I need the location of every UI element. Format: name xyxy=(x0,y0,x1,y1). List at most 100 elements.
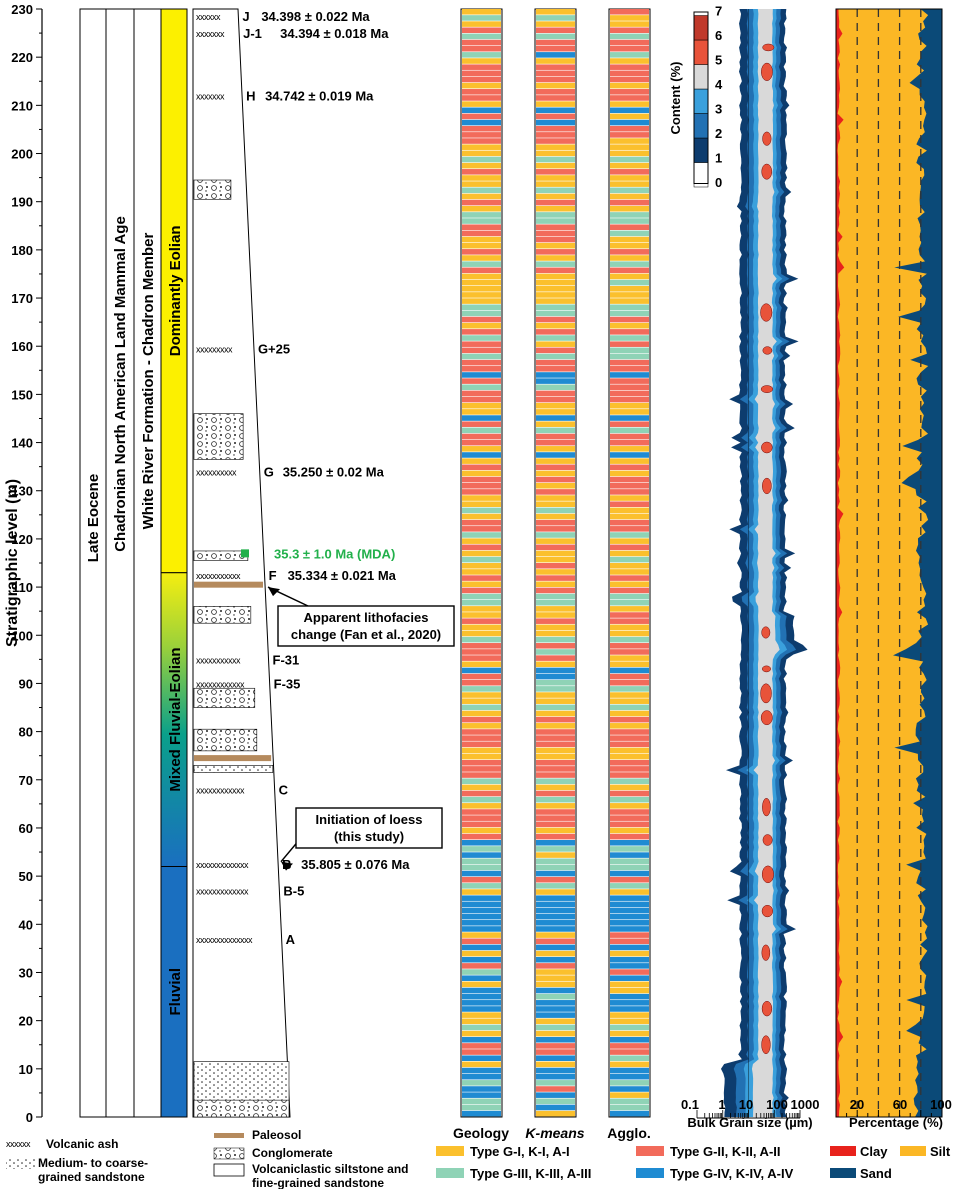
cluster-bar xyxy=(536,883,575,889)
cluster-bar xyxy=(462,476,501,483)
legend-conglomerate-swatch xyxy=(213,1147,245,1160)
cluster-bar xyxy=(536,587,575,594)
cluster-bar xyxy=(462,175,501,181)
cluster-bar xyxy=(536,704,575,711)
contour-peak xyxy=(761,163,773,180)
cluster-bar xyxy=(462,107,501,114)
cluster-bar xyxy=(610,987,649,994)
cluster-bar xyxy=(610,716,649,723)
y-tick-label: 170 xyxy=(11,291,33,306)
cluster-bar xyxy=(536,464,575,471)
cluster-bar xyxy=(610,107,649,114)
cluster-bar xyxy=(610,1080,649,1086)
cluster-bar xyxy=(462,1012,501,1018)
cluster-bar xyxy=(462,913,501,920)
cluster-bar xyxy=(610,501,649,507)
annotation-box xyxy=(277,605,455,647)
cluster-bar xyxy=(536,353,575,360)
cluster-bar xyxy=(462,815,501,821)
cluster-bar xyxy=(462,1086,501,1092)
cluster-bar xyxy=(536,89,575,95)
cluster-bar xyxy=(462,52,501,58)
cluster-bar xyxy=(610,747,649,754)
contour-peak xyxy=(761,1035,771,1055)
cluster-bar xyxy=(536,667,575,674)
cluster-bar xyxy=(536,255,575,261)
ash-bed-age: 34.398 ± 0.022 Ma xyxy=(261,9,370,24)
cluster-bar xyxy=(610,1061,649,1068)
cluster-bar xyxy=(462,766,501,772)
cluster-bar xyxy=(610,612,649,618)
cluster-bar xyxy=(536,790,575,797)
cluster-bar xyxy=(462,926,501,932)
conglomerate-unit xyxy=(193,606,252,624)
cluster-bar xyxy=(610,1092,649,1098)
cluster-bar xyxy=(536,803,575,809)
cluster-bar xyxy=(462,446,501,452)
contour-peak xyxy=(761,865,774,884)
cluster-bar xyxy=(462,464,501,471)
legend-cluster-label: Type G-IV, K-IV, A-IV xyxy=(670,1166,794,1181)
grain-x-label: Bulk Grain size (µm) xyxy=(687,1115,812,1130)
cluster-bar xyxy=(536,9,575,15)
cluster-bar xyxy=(462,433,501,440)
cluster-bar xyxy=(462,390,501,397)
y-axis-label: Stratigraphic level (m) xyxy=(4,479,21,647)
cluster-bar xyxy=(610,21,649,27)
cluster-bar xyxy=(536,446,575,452)
grain-x-tick-label: 1 xyxy=(718,1097,725,1112)
cluster-bar xyxy=(610,1000,649,1006)
cluster-bar xyxy=(610,778,649,784)
legend-cluster-swatch xyxy=(436,1168,464,1178)
cluster-bar xyxy=(536,236,575,243)
cluster-bar xyxy=(536,193,575,200)
ash-bed-symbol: xxxxxxxxx xyxy=(196,345,233,355)
cluster-bar xyxy=(610,698,649,704)
cluster-bar xyxy=(610,95,649,101)
cluster-bar xyxy=(610,212,649,218)
cluster-bar xyxy=(462,316,501,323)
cluster-bar xyxy=(462,1055,501,1061)
cluster-bar xyxy=(536,169,575,175)
cluster-bar xyxy=(462,704,501,711)
cluster-bar xyxy=(536,655,575,661)
cluster-bar xyxy=(536,15,575,21)
cluster-bar xyxy=(536,495,575,501)
cluster-bar xyxy=(610,532,649,538)
cluster-bar xyxy=(610,489,649,495)
cluster-bar xyxy=(610,236,649,243)
cluster-bar xyxy=(462,686,501,692)
cluster-bar xyxy=(462,384,501,391)
cluster-bar xyxy=(536,963,575,969)
cluster-bar xyxy=(610,162,649,169)
cluster-bar xyxy=(462,33,501,40)
colorbar-swatch xyxy=(693,64,709,90)
ash-bed-label: B-5 xyxy=(283,884,304,899)
cluster-bar xyxy=(536,1043,575,1049)
cluster-bar xyxy=(462,569,501,575)
cluster-bar xyxy=(536,390,575,397)
cluster-bar xyxy=(462,501,501,507)
cluster-bar xyxy=(462,304,501,311)
facies-label: Mixed Fluvial-Eolian xyxy=(167,647,184,791)
contour-peak xyxy=(762,798,771,817)
cluster-bar xyxy=(536,618,575,624)
cluster-bar xyxy=(462,901,501,908)
cluster-bar xyxy=(536,70,575,77)
grain-x-tick-label: 10 xyxy=(739,1097,753,1112)
ash-bed-symbol: xxxxxxxxxxxxx xyxy=(196,887,249,897)
grain-size-panel: 0 1 2 3 4 5 6 7 Content (%) 0.1 1 10 100 1000 Bulk Gra… xyxy=(668,4,819,1131)
cluster-bar xyxy=(610,495,649,501)
cluster-bar xyxy=(610,402,649,409)
cluster-bar xyxy=(610,981,649,988)
cluster-bar xyxy=(462,89,501,95)
cluster-bar xyxy=(536,458,575,464)
cluster-bar xyxy=(536,249,575,255)
cluster-bar xyxy=(610,649,649,655)
cluster-bar xyxy=(536,1036,575,1043)
cluster-bar xyxy=(536,913,575,920)
ash-bed-symbol: xxxxxxxxxxx xyxy=(196,571,241,581)
cluster-bar xyxy=(610,643,649,649)
cluster-bar xyxy=(536,273,575,280)
